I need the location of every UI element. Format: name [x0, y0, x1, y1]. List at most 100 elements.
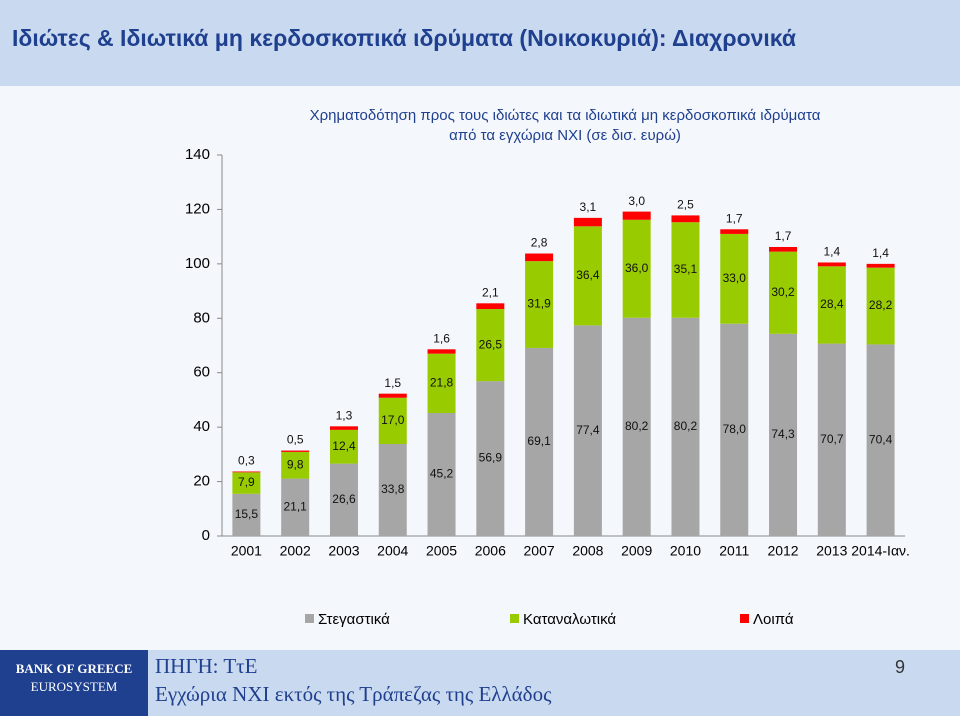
bar-segment [476, 303, 505, 310]
data-label: 33,8 [381, 482, 405, 496]
bar-segment [427, 412, 456, 536]
x-tick-label: 2012 [767, 543, 798, 559]
bar-segment [671, 317, 700, 536]
data-label: 1,3 [336, 408, 353, 422]
data-label: 35,1 [674, 262, 698, 276]
x-tick-label: 2006 [475, 543, 506, 559]
data-label: 1,6 [433, 331, 450, 345]
data-label: 15,5 [235, 507, 259, 521]
bar-segment [573, 325, 602, 536]
data-label: 28,2 [869, 298, 893, 312]
data-label: 80,2 [625, 419, 649, 433]
title-band [0, 0, 960, 86]
x-tick-label: 2003 [328, 543, 359, 559]
x-tick-label: 2004 [377, 543, 408, 559]
bar-segment [769, 333, 798, 536]
x-tick-label: 2005 [426, 543, 457, 559]
bar-segment [329, 463, 358, 536]
bar-segment [817, 266, 846, 344]
data-label: 70,4 [869, 432, 893, 446]
chart-title: από τα εγχώρια ΝΧΙ (σε δισ. ευρώ) [449, 127, 681, 144]
y-tick-label: 20 [193, 473, 210, 490]
data-label: 0,5 [287, 433, 304, 447]
data-label: 36,4 [576, 268, 600, 282]
x-tick-label: 2014-Ιαν. [851, 543, 910, 559]
footer-band [0, 650, 960, 716]
data-label: 1,7 [775, 229, 792, 243]
y-tick-label: 140 [185, 146, 210, 163]
data-label: 21,8 [430, 375, 454, 389]
y-tick-label: 0 [202, 527, 210, 544]
bar-segment [427, 349, 456, 354]
data-label: 3,0 [628, 194, 645, 208]
x-tick-label: 2001 [231, 543, 262, 559]
data-label: 33,0 [723, 271, 747, 285]
data-label: 1,4 [823, 245, 840, 259]
bar-segment [476, 309, 505, 382]
data-label: 1,5 [384, 376, 401, 390]
bar-segment [622, 211, 651, 220]
bar-segment [525, 253, 554, 262]
page-number: 9 [895, 657, 905, 677]
bar-segment [866, 267, 895, 345]
legend-swatch [305, 614, 314, 623]
bar-segment [378, 397, 407, 445]
data-label: 7,9 [238, 475, 255, 489]
data-label: 2,1 [482, 285, 499, 299]
bar-segment [232, 472, 261, 494]
data-label: 26,6 [332, 492, 356, 506]
bar-segment [329, 426, 358, 430]
data-label: 3,1 [580, 200, 597, 214]
bar-segment [281, 451, 310, 479]
legend-swatch [740, 614, 749, 623]
bar-segment [476, 381, 505, 536]
data-label: 1,7 [726, 211, 743, 225]
bar-segment [671, 215, 700, 223]
footer-source: ΠΗΓΗ: ΤτΕ [155, 654, 257, 678]
bar-segment [573, 226, 602, 326]
x-tick-label: 2007 [524, 543, 555, 559]
bar-segment [769, 251, 798, 334]
bar-segment [817, 343, 846, 536]
footer-logo-band [0, 650, 148, 716]
footer-note: Εγχώρια ΝΧΙ εκτός της Τράπεζας της Ελλάδ… [155, 682, 552, 706]
y-tick-label: 100 [185, 255, 210, 272]
x-tick-label: 2011 [719, 543, 749, 559]
legend-label: Στεγαστικά [318, 611, 390, 628]
bar-segment [525, 347, 554, 536]
legend-label: Λοιπά [753, 611, 794, 628]
bar-segment [622, 317, 651, 536]
x-tick-label: 2008 [572, 543, 603, 559]
bar-segment [720, 229, 749, 234]
footer-system: EUROSYSTEM [31, 679, 118, 694]
slide-title: Ιδιώτες & Ιδιωτικά μη κερδοσκοπικά ιδρύμ… [12, 25, 796, 51]
data-label: 12,4 [332, 439, 356, 453]
data-label: 80,2 [674, 419, 698, 433]
chart-title: Χρηματοδότηση προς τους ιδιώτες και τα ι… [310, 107, 821, 124]
legend-swatch [510, 614, 519, 623]
y-tick-label: 120 [185, 200, 210, 217]
data-label: 36,0 [625, 261, 649, 275]
data-label: 56,9 [479, 451, 503, 465]
bar-segment [232, 471, 261, 473]
data-label: 77,4 [576, 423, 600, 437]
data-label: 2,8 [531, 236, 548, 250]
data-label: 69,1 [527, 434, 551, 448]
x-tick-label: 2002 [280, 543, 311, 559]
bar-segment [622, 219, 651, 318]
data-label: 1,4 [872, 246, 889, 260]
x-tick-label: 2013 [816, 543, 847, 559]
legend-label: Καταναλωτικά [523, 611, 616, 628]
y-tick-label: 40 [193, 418, 210, 435]
x-tick-label: 2009 [621, 543, 652, 559]
y-tick-label: 80 [193, 309, 210, 326]
bar-segment [329, 429, 358, 464]
bar-segment [378, 393, 407, 398]
bar-segment [281, 450, 310, 452]
data-label: 31,9 [527, 297, 551, 311]
bar-segment [232, 493, 261, 536]
bar-segment [720, 323, 749, 536]
data-label: 70,7 [820, 432, 844, 446]
data-label: 78,0 [723, 422, 747, 436]
